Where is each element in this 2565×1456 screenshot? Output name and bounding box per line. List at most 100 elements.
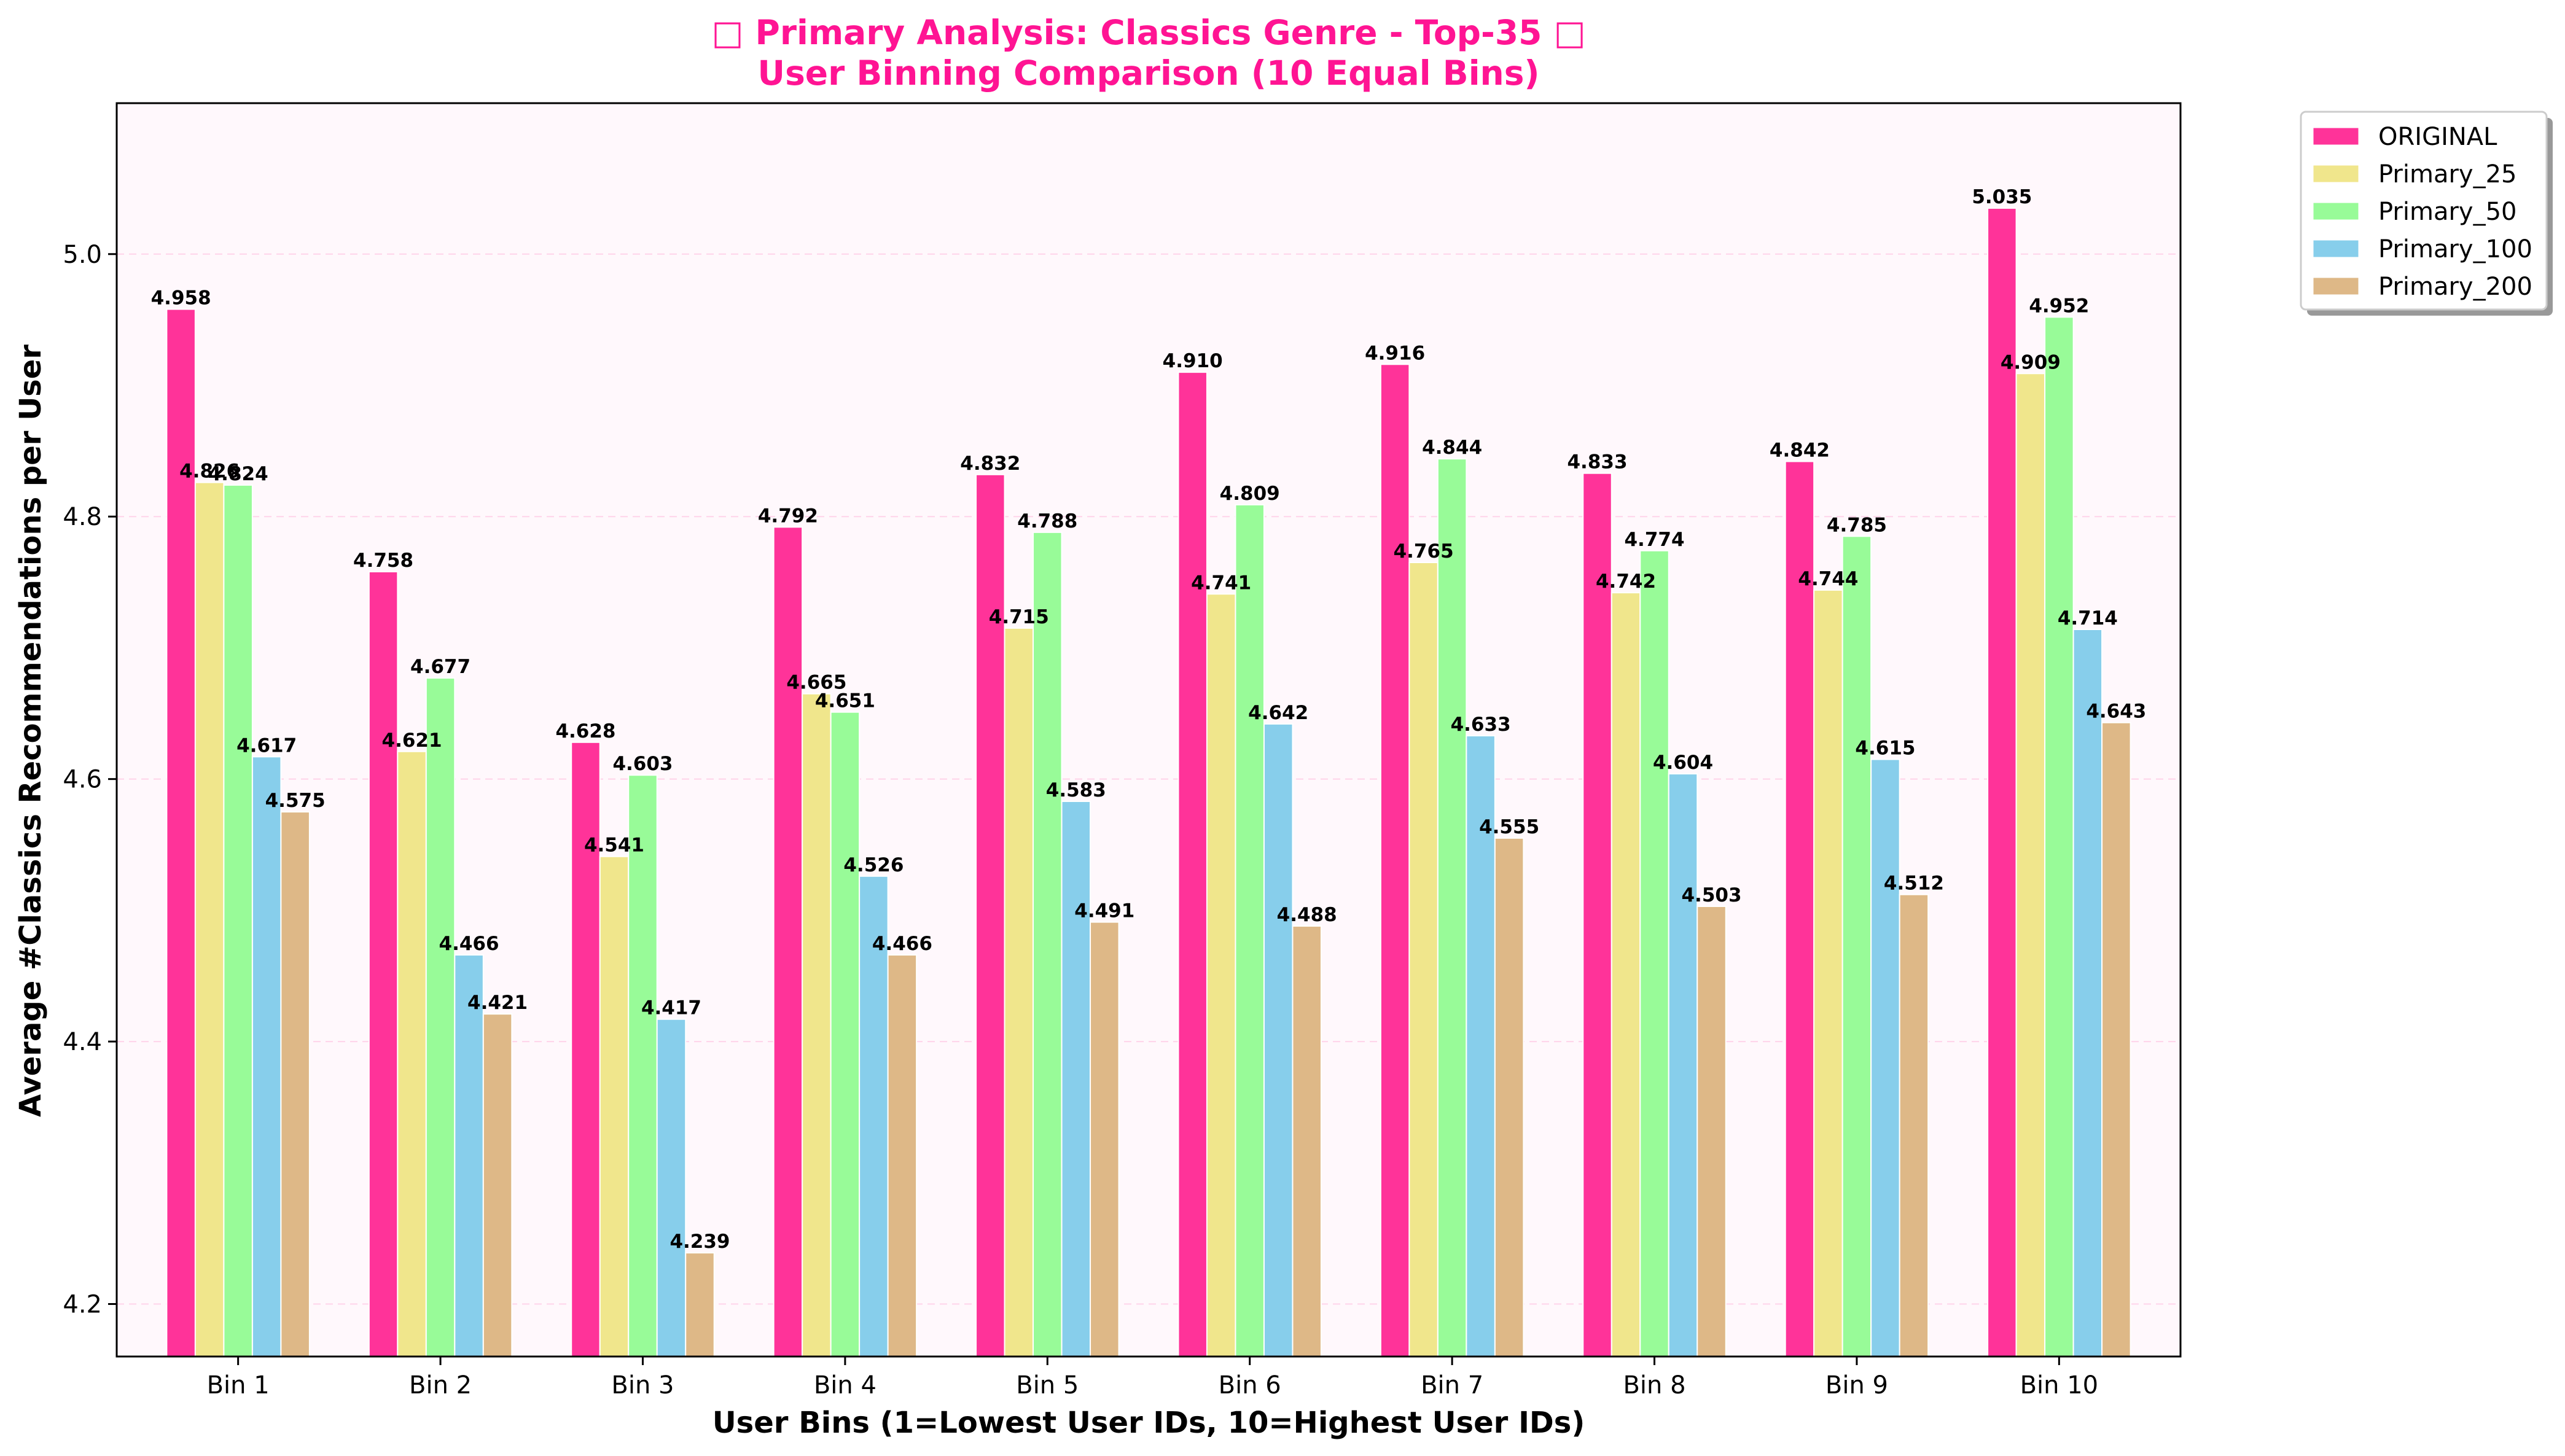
- legend-swatch: [2313, 239, 2359, 258]
- bar-original-bin-10: [1987, 207, 2017, 1357]
- data-label: 4.503: [1681, 884, 1741, 906]
- data-label: 4.741: [1191, 572, 1251, 594]
- x-tick-label: Bin 10: [2020, 1371, 2099, 1400]
- bar-primary_200-bin-1: [280, 811, 310, 1357]
- bar-original-bin-9: [1784, 461, 1815, 1358]
- bar-primary_100-bin-4: [859, 875, 889, 1358]
- data-label: 4.665: [786, 672, 846, 694]
- bar-primary_25-bin-9: [1813, 589, 1843, 1357]
- bar-primary_25-bin-3: [599, 855, 630, 1357]
- data-label: 4.466: [872, 933, 932, 955]
- legend-swatch: [2313, 127, 2359, 146]
- data-label: 4.633: [1451, 714, 1511, 736]
- bar-original-bin-2: [368, 570, 399, 1357]
- x-tick-label: Bin 8: [1623, 1371, 1685, 1400]
- legend-label: Primary_100: [2378, 235, 2532, 263]
- data-label: 4.575: [265, 790, 326, 812]
- data-label: 4.621: [382, 730, 442, 752]
- data-label: 4.643: [2086, 701, 2146, 723]
- bar-original-bin-8: [1582, 472, 1612, 1357]
- data-label: 4.615: [1855, 738, 1915, 760]
- data-label: 4.809: [1220, 483, 1280, 505]
- legend-label: Primary_200: [2378, 273, 2532, 301]
- bar-primary_50-bin-6: [1235, 504, 1265, 1357]
- bar-primary_200-bin-3: [685, 1252, 715, 1357]
- bars: [166, 207, 2131, 1358]
- bar-primary_200-bin-5: [1090, 921, 1120, 1357]
- bar-primary_100-bin-10: [2072, 629, 2103, 1357]
- x-tick-label: Bin 1: [207, 1371, 270, 1400]
- legend-swatch: [2313, 277, 2359, 295]
- legend-frame: [2300, 111, 2548, 311]
- data-label: 4.909: [2001, 351, 2061, 373]
- y-tick-label: 4.4: [63, 1028, 102, 1056]
- x-tick-label: Bin 3: [611, 1371, 674, 1400]
- bar-primary_200-bin-10: [2101, 722, 2131, 1357]
- data-label: 4.742: [1596, 570, 1656, 593]
- x-tick-label: Bin 2: [409, 1371, 472, 1400]
- plot-frame: [115, 102, 2182, 1358]
- data-label: 4.714: [2058, 607, 2118, 629]
- data-label: 4.910: [1163, 350, 1223, 372]
- data-label: 4.555: [1479, 816, 1539, 838]
- bar-primary_200-bin-8: [1696, 905, 1727, 1357]
- x-tick-label: Bin 9: [1825, 1371, 1888, 1400]
- bar-primary_200-bin-2: [482, 1013, 513, 1357]
- bar-primary_200-bin-9: [1899, 893, 1929, 1357]
- bar-primary_50-bin-10: [2044, 316, 2074, 1358]
- x-tick-label: Bin 7: [1421, 1371, 1483, 1400]
- data-label: 4.844: [1422, 437, 1482, 459]
- data-label: 4.785: [1827, 514, 1887, 536]
- bar-primary_50-bin-3: [628, 774, 658, 1357]
- bar-primary_200-bin-7: [1494, 837, 1525, 1357]
- data-label: 4.488: [1277, 904, 1337, 926]
- data-label: 4.916: [1365, 342, 1425, 364]
- bar-primary_100-bin-6: [1263, 723, 1294, 1357]
- bar-primary_25-bin-10: [2015, 373, 2046, 1357]
- bar-primary_100-bin-9: [1870, 758, 1900, 1358]
- data-label: 4.765: [1394, 540, 1454, 563]
- bar-original-bin-5: [975, 473, 1005, 1357]
- bar-original-bin-7: [1380, 364, 1410, 1357]
- bar-primary_50-bin-1: [223, 484, 253, 1358]
- x-axis-title: User Bins (1=Lowest User IDs, 10=Highest…: [712, 1406, 1585, 1440]
- data-label: 4.744: [1798, 568, 1858, 590]
- bar-primary_100-bin-5: [1061, 800, 1091, 1358]
- data-label: 4.774: [1624, 529, 1684, 551]
- data-label: 4.715: [989, 606, 1049, 628]
- y-axis-ticks: 4.2 4.4 4.6 4.8 5.0: [63, 241, 117, 1319]
- data-label: 4.824: [208, 463, 268, 485]
- bar-primary_25-bin-7: [1408, 562, 1439, 1357]
- data-label: 4.792: [758, 505, 818, 527]
- x-tick-label: Bin 5: [1016, 1371, 1079, 1400]
- data-label: 5.035: [1972, 186, 2032, 208]
- data-label: 4.833: [1567, 451, 1627, 473]
- y-tick-label: 4.6: [63, 766, 102, 794]
- bar-primary_50-bin-5: [1033, 531, 1063, 1357]
- x-tick-label: Bin 6: [1219, 1371, 1281, 1400]
- data-label: 4.832: [960, 453, 1020, 475]
- data-label: 4.958: [151, 287, 211, 309]
- data-label: 4.583: [1046, 779, 1106, 801]
- data-label: 4.541: [584, 835, 644, 857]
- legend-swatch: [2313, 165, 2359, 183]
- y-tick-label: 4.2: [63, 1291, 102, 1319]
- data-label: 4.651: [815, 690, 875, 712]
- legend-swatch: [2313, 202, 2359, 220]
- data-label: 4.677: [410, 656, 470, 678]
- bar-primary_50-bin-9: [1841, 535, 1872, 1358]
- data-label: 4.417: [641, 997, 701, 1019]
- chart-subtitle: User Binning Comparison (10 Equal Bins): [757, 53, 1539, 93]
- data-label: 4.642: [1248, 702, 1308, 724]
- y-axis-title: Average #Classics Recommendations per Us…: [14, 345, 48, 1117]
- data-label: 4.788: [1017, 510, 1077, 532]
- data-label: 4.491: [1074, 900, 1134, 922]
- bar-primary_25-bin-1: [194, 481, 225, 1357]
- bar-primary_25-bin-5: [1004, 627, 1034, 1357]
- bar-primary_50-bin-2: [425, 677, 456, 1357]
- bar-primary_200-bin-4: [887, 954, 918, 1357]
- legend: ORIGINAL Primary_25 Primary_50 Primary_100 P…: [2300, 111, 2553, 316]
- data-label: 4.952: [2029, 295, 2089, 317]
- data-label: 4.526: [843, 854, 904, 876]
